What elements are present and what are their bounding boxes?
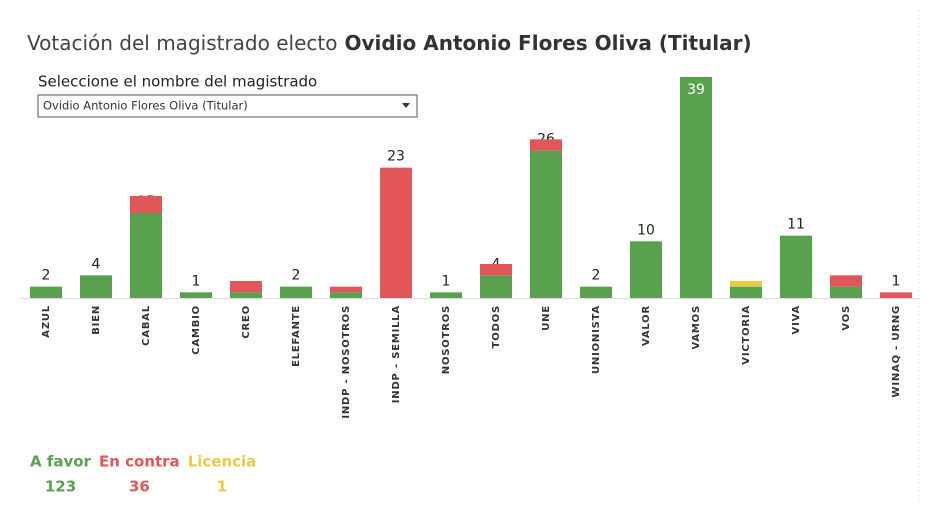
- bar-segment[interactable]: [630, 241, 662, 298]
- legend-label: A favor: [30, 453, 92, 471]
- bar-segment[interactable]: [780, 235, 812, 298]
- bar-segment[interactable]: [130, 213, 162, 298]
- x-tick-label: UNIONISTA: [591, 305, 602, 374]
- x-tick-label: NOSOTROS: [441, 305, 452, 374]
- bar-segment[interactable]: [480, 264, 512, 276]
- value-label: 39: [687, 82, 705, 98]
- value-label: 2: [592, 268, 601, 284]
- bar-segment[interactable]: [530, 150, 562, 298]
- x-tick-label: INDP - NOSOTROS: [341, 305, 352, 419]
- x-tick-label: VIVA: [791, 305, 802, 334]
- bar-segment[interactable]: [80, 275, 112, 298]
- x-tick-label: VICTORIA: [741, 305, 752, 365]
- bar-segment[interactable]: [430, 292, 462, 298]
- filter-dropdown[interactable]: Ovidio Antonio Flores Oliva (Titular): [37, 94, 418, 118]
- bar-segment[interactable]: [330, 286, 362, 293]
- x-tick-label: CREO: [241, 305, 252, 339]
- x-tick-label: CABAL: [141, 305, 152, 346]
- bar-segment[interactable]: [680, 77, 712, 298]
- bar-segment[interactable]: [830, 286, 862, 298]
- legend-label: Licencia: [188, 453, 257, 471]
- x-tick-label: VALOR: [641, 305, 652, 346]
- title: Votación del magistrado electo Ovidio Ant…: [27, 31, 752, 55]
- x-tick-label: AZUL: [41, 305, 52, 338]
- bar-segment[interactable]: [30, 286, 62, 298]
- x-tick-label: CAMBIO: [191, 305, 202, 355]
- bar-segment[interactable]: [380, 167, 412, 298]
- dropdown-box[interactable]: [37, 94, 418, 118]
- bar-segment[interactable]: [730, 281, 762, 287]
- bar-segment[interactable]: [880, 292, 912, 298]
- value-label: 1: [892, 273, 901, 289]
- value-label: 2: [292, 268, 301, 284]
- legend-total: 36: [129, 478, 150, 496]
- bar-segment[interactable]: [830, 275, 862, 287]
- bar-segment[interactable]: [730, 286, 762, 298]
- value-label: 1: [192, 273, 201, 289]
- bar-segment[interactable]: [530, 139, 562, 151]
- legend-total: 123: [45, 478, 76, 496]
- value-label: 10: [637, 222, 655, 238]
- bar-segment[interactable]: [280, 286, 312, 298]
- bar-segment[interactable]: [130, 196, 162, 213]
- title-name: Ovidio Antonio Flores Oliva (Titular): [344, 31, 751, 55]
- x-tick-label: BIEN: [91, 305, 102, 335]
- value-label: 1: [442, 273, 451, 289]
- title-text: Votación del magistrado electo: [27, 31, 337, 55]
- filter-label: Seleccione el nombre del magistrado: [38, 73, 317, 91]
- bar-segment[interactable]: [330, 292, 362, 298]
- x-tick-label: WINAQ - URNG: [891, 305, 902, 397]
- bar-segment[interactable]: [480, 275, 512, 298]
- bar-segment[interactable]: [230, 281, 262, 293]
- bar-segment[interactable]: [180, 292, 212, 298]
- x-tick-label: VAMOS: [691, 305, 702, 349]
- x-tick-label: ELEFANTE: [291, 305, 302, 367]
- value-label: 4: [92, 256, 101, 272]
- value-label: 2: [42, 268, 51, 284]
- x-tick-label: TODOS: [491, 305, 502, 348]
- bar-segment[interactable]: [580, 286, 612, 298]
- x-tick-label: INDP - SEMILLA: [391, 305, 402, 403]
- legend-total: 1: [217, 478, 227, 496]
- value-label: 23: [387, 149, 405, 165]
- value-label: 11: [787, 217, 805, 233]
- x-tick-label: UNE: [541, 305, 552, 331]
- legend-label: En contra: [99, 453, 180, 471]
- dropdown-arrow[interactable]: [402, 103, 410, 108]
- bar-segment[interactable]: [230, 292, 262, 298]
- dropdown-value[interactable]: Ovidio Antonio Flores Oliva (Titular): [43, 99, 248, 113]
- x-tick-label: VOS: [841, 305, 852, 331]
